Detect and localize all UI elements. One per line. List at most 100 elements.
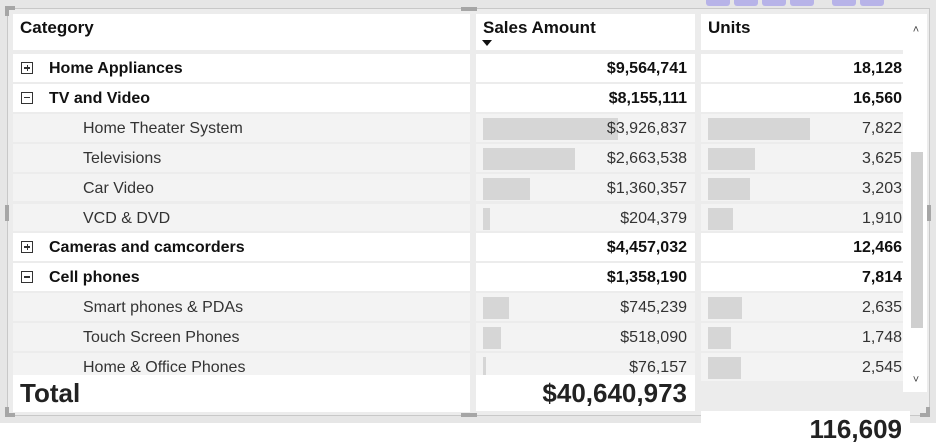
sales-cell: $518,090 [476, 323, 695, 351]
units-cell: 18,128 [701, 54, 910, 82]
units-cell: 3,203 [701, 173, 910, 202]
category-label: Televisions [83, 149, 162, 167]
units-data-bar [708, 117, 810, 140]
column-header-units[interactable]: Units [701, 14, 910, 50]
sales-cell: $3,926,837 [476, 113, 695, 142]
resize-handle[interactable] [920, 413, 930, 417]
detail-row[interactable]: Smart phones & PDAs $745,239 2,635 [13, 293, 911, 322]
units-cell: 2,635 [701, 293, 910, 322]
units-cell: 12,466 [701, 233, 910, 262]
category-label: TV and Video [49, 89, 151, 107]
units-value: 16,560 [853, 89, 902, 107]
units-data-bar [708, 327, 731, 350]
units-value: 2,635 [861, 299, 902, 317]
visual-header-button[interactable] [790, 0, 814, 6]
category-cell: Home Theater System [13, 113, 470, 142]
category-label: Home Theater System [83, 119, 243, 137]
category-cell: Smart phones & PDAs [13, 293, 470, 322]
group-row[interactable]: Cell phones $1,358,190 7,814 [13, 263, 911, 292]
sales-value: $3,926,837 [606, 119, 687, 137]
column-header-category[interactable]: Category [13, 14, 470, 50]
category-label: Cell phones [49, 269, 140, 287]
matrix-table: Category Sales Amount Units Home Applian… [13, 14, 911, 447]
category-cell: Car Video [13, 173, 470, 202]
units-value: 12,466 [853, 239, 902, 257]
units-data-bar [708, 177, 750, 200]
detail-row[interactable]: Touch Screen Phones $518,090 1,748 [13, 323, 911, 351]
units-value: 18,128 [853, 60, 902, 77]
units-cell: 2,545 [701, 353, 910, 381]
scroll-down-icon[interactable]: ˅ [912, 374, 920, 386]
sales-cell: $1,360,357 [476, 173, 695, 202]
sales-value: $8,155,111 [608, 89, 687, 107]
detail-row[interactable]: Car Video $1,360,357 3,203 [13, 173, 911, 202]
sort-descending-icon[interactable] [482, 40, 492, 46]
category-cell: VCD & DVD [13, 203, 470, 232]
resize-handle[interactable] [926, 407, 930, 417]
column-header-label: Sales Amount [483, 18, 596, 37]
category-label: Home Appliances [49, 60, 183, 77]
group-row[interactable]: Home Appliances $9,564,741 18,128 [13, 54, 911, 82]
sales-value: $76,157 [629, 359, 687, 376]
scrollbar-thumb[interactable] [911, 152, 923, 328]
category-cell: Touch Screen Phones [13, 323, 470, 351]
resize-handle[interactable] [5, 407, 9, 417]
plus-box-icon[interactable] [21, 241, 33, 254]
sales-data-bar [483, 297, 509, 320]
scroll-up-icon[interactable]: ˄ [912, 24, 920, 36]
sales-value: $4,457,032 [606, 239, 687, 257]
resize-handle[interactable] [5, 6, 15, 10]
sales-cell: $204,379 [476, 203, 695, 232]
units-cell: 7,814 [701, 263, 910, 292]
units-cell: 16,560 [701, 83, 910, 112]
detail-row[interactable]: VCD & DVD $204,379 1,910 [13, 203, 911, 232]
resize-handle[interactable] [927, 205, 931, 221]
visual-header-button[interactable] [734, 0, 758, 6]
units-data-bar [708, 147, 756, 170]
visual-header-button[interactable] [860, 0, 884, 6]
visual-header-buttons [706, 0, 884, 6]
category-label: Car Video [83, 179, 154, 197]
resize-handle[interactable] [5, 205, 9, 221]
sales-cell: $745,239 [476, 293, 695, 322]
visual-header-button[interactable] [706, 0, 730, 6]
units-cell: 1,910 [701, 203, 910, 232]
sales-cell: $8,155,111 [476, 83, 695, 112]
units-value: 7,814 [861, 269, 902, 287]
minus-box-icon[interactable] [21, 91, 33, 104]
resize-handle[interactable] [461, 7, 477, 11]
sales-value: $1,358,190 [606, 269, 687, 287]
total-row: Total $40,640,973 116,609 [13, 375, 911, 447]
plus-box-icon[interactable] [21, 62, 33, 74]
resize-handle[interactable] [5, 6, 9, 16]
resize-handle[interactable] [5, 413, 15, 417]
sales-cell: $9,564,741 [476, 54, 695, 82]
total-sales: $40,640,973 [476, 375, 695, 411]
units-data-bar [708, 357, 742, 379]
detail-row[interactable]: Home Theater System $3,926,837 7,822 [13, 113, 911, 142]
units-data-bar [708, 207, 733, 230]
sales-data-bar [483, 117, 618, 140]
category-cell: TV and Video [13, 83, 470, 112]
sales-cell: $1,358,190 [476, 263, 695, 292]
vertical-scrollbar[interactable]: ˄ ˅ [903, 14, 927, 392]
resize-handle[interactable] [461, 413, 477, 417]
group-row[interactable]: TV and Video $8,155,111 16,560 [13, 83, 911, 112]
sales-cell: $4,457,032 [476, 233, 695, 262]
header-row: Category Sales Amount Units [13, 14, 911, 50]
group-row[interactable]: Cameras and camcorders $4,457,032 12,466 [13, 233, 911, 262]
detail-row[interactable]: Home & Office Phones $76,157 2,545 [13, 353, 911, 381]
sales-data-bar [483, 207, 491, 230]
units-cell: 7,822 [701, 113, 910, 142]
category-label: VCD & DVD [83, 209, 171, 227]
units-value: 1,748 [861, 329, 902, 347]
category-cell: Cell phones [13, 263, 470, 292]
units-data-bar [708, 297, 743, 320]
total-label: Total [13, 375, 470, 412]
visual-header-button[interactable] [762, 0, 786, 6]
visual-header-button[interactable] [832, 0, 856, 6]
column-header-sales-amount[interactable]: Sales Amount [476, 14, 695, 50]
category-cell: Televisions [13, 143, 470, 172]
minus-box-icon[interactable] [21, 271, 33, 284]
detail-row[interactable]: Televisions $2,663,538 3,625 [13, 143, 911, 172]
